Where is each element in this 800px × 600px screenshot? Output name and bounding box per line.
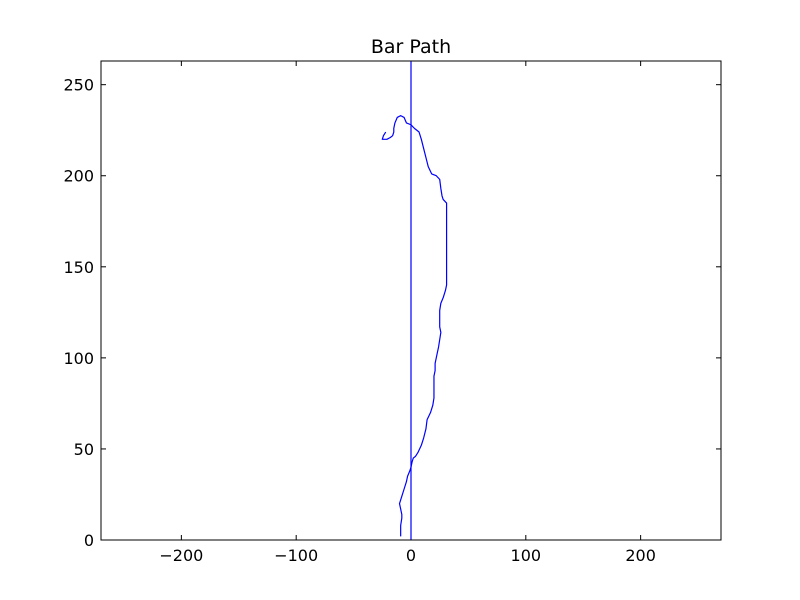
x-tick-label: 200 xyxy=(625,546,656,565)
y-tick-label: 50 xyxy=(74,440,94,459)
y-tick-label: 150 xyxy=(63,258,94,277)
x-tick-label: 0 xyxy=(406,546,416,565)
axis-tick-labels: −200 −100 0 100 200 0 50 100 150 200 250 xyxy=(63,76,655,565)
x-tick-label: −100 xyxy=(274,546,318,565)
plot-area xyxy=(381,61,448,540)
bar-path-line xyxy=(381,115,448,537)
y-tick-label: 250 xyxy=(63,76,94,95)
plot-frame xyxy=(100,60,722,541)
y-tick-label: 200 xyxy=(63,167,94,186)
y-tick-label: 100 xyxy=(63,349,94,368)
chart-title: Bar Path xyxy=(371,36,451,58)
x-tick-label: 100 xyxy=(511,546,542,565)
x-tick-label: −200 xyxy=(159,546,203,565)
y-tick-label: 0 xyxy=(84,531,94,550)
